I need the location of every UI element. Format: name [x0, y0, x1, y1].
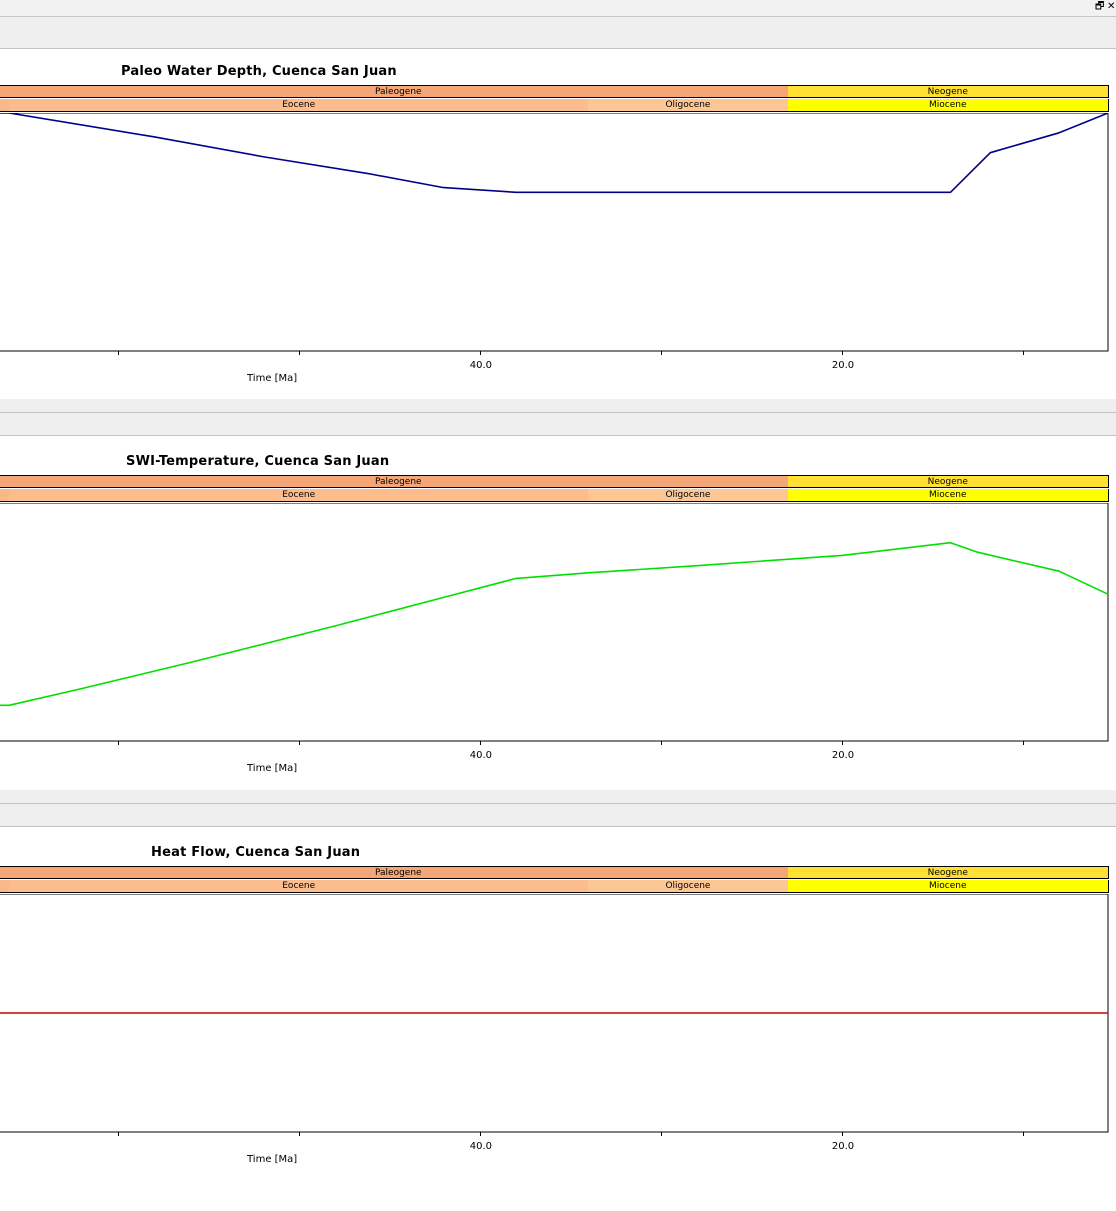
plot-area — [0, 894, 1109, 1136]
panel-separator — [0, 399, 1116, 435]
x-axis-label: Time [Ma] — [247, 763, 298, 774]
chart-title: Heat Flow, Cuenca San Juan — [151, 845, 361, 860]
divider — [0, 826, 1116, 827]
epoch-band: Eocene Oligocene Miocene — [0, 99, 1109, 112]
plot-frame — [0, 113, 1109, 352]
panel-separator — [0, 790, 1116, 826]
restore-window-icon[interactable]: 🗗 — [1095, 1, 1105, 12]
x-tick-label: 20.0 — [831, 750, 855, 761]
period-cell-paleogene: Paleogene — [9, 475, 789, 488]
epoch-cell-oligocene: Oligocene — [588, 489, 789, 502]
epoch-cell-eocene: Eocene — [9, 880, 590, 893]
divider — [0, 412, 1116, 413]
x-tick-label: 40.0 — [469, 1141, 493, 1152]
epoch-cell-eocene: Eocene — [9, 99, 590, 112]
epoch-cell-miocene: Miocene — [787, 489, 1109, 502]
plot-frame — [0, 503, 1109, 742]
series-line-0 — [0, 541, 1109, 707]
plot-area — [0, 503, 1109, 745]
chart-panel-heat-flow: Heat Flow, Cuenca San Juan Paleogene Neog… — [0, 845, 1116, 1211]
x-axis-label: Time [Ma] — [247, 1154, 298, 1165]
window-titlebar: 🗗 ✕ — [0, 0, 1116, 17]
toolbar-strip — [0, 17, 1116, 48]
chart-panel-water-depth: Paleo Water Depth, Cuenca San Juan Paleo… — [0, 64, 1116, 430]
epoch-cell-eocene: Eocene — [9, 489, 590, 502]
divider — [0, 803, 1116, 804]
period-band: Paleogene Neogene — [0, 475, 1109, 488]
divider — [0, 48, 1116, 49]
x-tick-label: 40.0 — [469, 360, 493, 371]
epoch-band: Eocene Oligocene Miocene — [0, 489, 1109, 502]
x-tick-label: 40.0 — [469, 750, 493, 761]
period-cell-neogene: Neogene — [787, 866, 1109, 879]
x-axis-label: Time [Ma] — [247, 373, 298, 384]
period-cell-neogene: Neogene — [787, 475, 1109, 488]
epoch-cell-oligocene: Oligocene — [588, 99, 789, 112]
chart-panel-swi-temperature: SWI-Temperature, Cuenca San Juan Paleoge… — [0, 454, 1116, 820]
period-cell-paleogene: Paleogene — [9, 866, 789, 879]
close-window-icon[interactable]: ✕ — [1107, 1, 1116, 12]
epoch-cell-oligocene: Oligocene — [588, 880, 789, 893]
period-band: Paleogene Neogene — [0, 866, 1109, 879]
period-band: Paleogene Neogene — [0, 85, 1109, 98]
period-cell-neogene: Neogene — [787, 85, 1109, 98]
series-line-0 — [0, 113, 1109, 194]
x-tick-label: 20.0 — [831, 360, 855, 371]
period-cell-paleogene: Paleogene — [9, 85, 789, 98]
x-tick-label: 20.0 — [831, 1141, 855, 1152]
epoch-cell-miocene: Miocene — [787, 99, 1109, 112]
epoch-band: Eocene Oligocene Miocene — [0, 880, 1109, 893]
chart-title: Paleo Water Depth, Cuenca San Juan — [121, 64, 397, 79]
epoch-cell-miocene: Miocene — [787, 880, 1109, 893]
divider — [0, 435, 1116, 436]
chart-title: SWI-Temperature, Cuenca San Juan — [126, 454, 390, 469]
plot-area — [0, 113, 1109, 355]
